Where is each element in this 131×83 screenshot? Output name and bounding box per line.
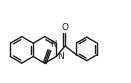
Text: N: N	[50, 40, 56, 49]
Text: O: O	[62, 23, 69, 32]
Text: N: N	[57, 52, 64, 61]
